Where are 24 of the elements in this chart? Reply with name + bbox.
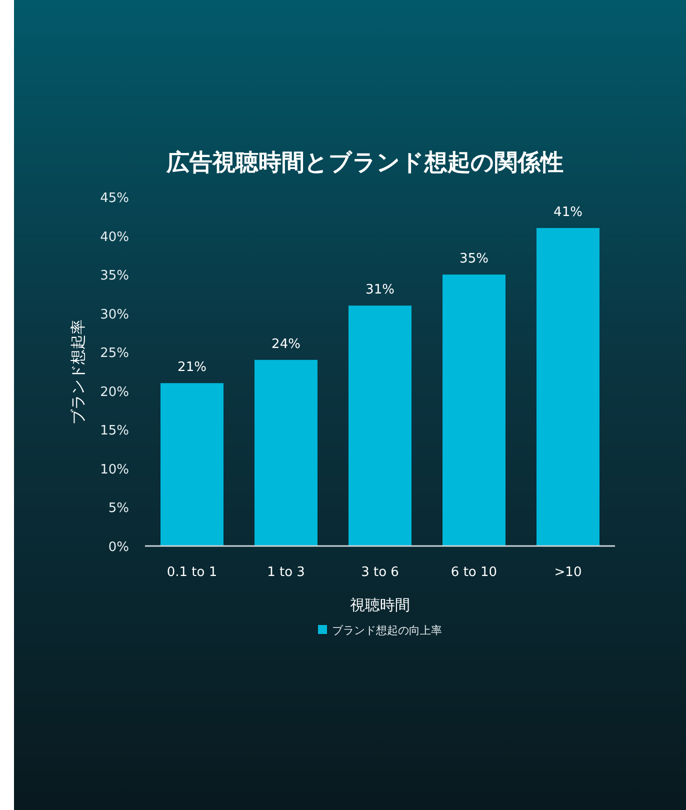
x-tick-label: 3 to 6 — [361, 565, 399, 580]
legend: ブランド想起の向上率 — [318, 624, 442, 637]
chart-title: 広告視聴時間とブランド想起の関係性 — [166, 149, 564, 176]
y-tick-label: 10% — [100, 462, 129, 478]
y-tick-label: 45% — [100, 191, 129, 206]
y-tick-label: 30% — [100, 307, 129, 322]
x-axis-title: 視聴時間 — [350, 596, 410, 614]
y-tick-label: 20% — [100, 384, 129, 400]
text: 35% — [460, 252, 488, 267]
y-tick-label: 15% — [100, 424, 129, 439]
y-tick-label: 35% — [100, 268, 129, 284]
text: 24% — [272, 336, 300, 352]
y-tick-label: 40% — [100, 230, 129, 245]
x-tick-label: 1 to 3 — [267, 565, 305, 580]
text: 41% — [554, 205, 582, 220]
text: 21% — [178, 360, 206, 376]
y-tick-label: 0% — [108, 540, 129, 555]
y-tick-label: 5% — [108, 501, 129, 516]
x-tick-label: 0.1 to 1 — [166, 565, 218, 580]
y-axis-title: ブランド想起率 — [69, 320, 87, 424]
y-tick-label: 25% — [100, 346, 129, 362]
text: 31% — [366, 282, 394, 298]
x-tick-label: >10 — [554, 565, 582, 580]
x-tick-label: 6 to 10 — [450, 565, 498, 580]
